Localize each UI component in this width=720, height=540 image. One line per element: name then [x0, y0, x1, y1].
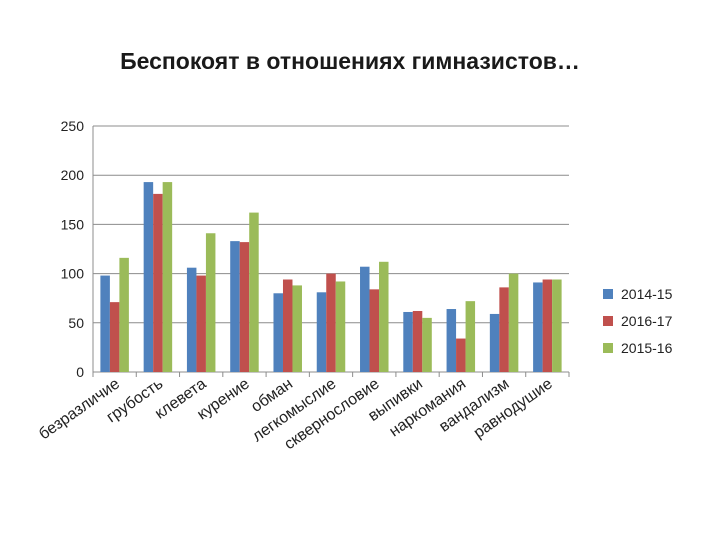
bar [273, 293, 283, 372]
chart-title: Беспокоят в отношениях гимназистов… [120, 48, 580, 74]
legend-label: 2016-17 [621, 312, 673, 329]
bar [508, 273, 519, 372]
legend-label: 2015-16 [621, 339, 673, 356]
bar [282, 279, 293, 372]
bar [119, 257, 129, 372]
bar [143, 182, 154, 372]
legend-swatch [603, 288, 613, 299]
bar [230, 241, 240, 372]
legend-item: 2014-15 [603, 280, 672, 307]
bar [489, 313, 500, 372]
bar [403, 311, 413, 372]
bar [422, 317, 432, 372]
y-tick-label: 100 [61, 266, 85, 282]
bar [249, 212, 259, 372]
bar [186, 267, 197, 372]
legend-label: 2014-15 [621, 285, 673, 302]
bar [162, 182, 173, 372]
bar [100, 275, 110, 372]
y-tick-label: 200 [61, 167, 85, 183]
bar [412, 310, 423, 372]
bar [109, 302, 120, 372]
bar [360, 266, 370, 372]
legend-swatch [603, 342, 613, 353]
bar [542, 279, 553, 372]
y-tick-label: 50 [68, 315, 84, 331]
bar [326, 273, 336, 372]
bar [552, 279, 562, 372]
bar [292, 285, 302, 372]
legend-item: 2015-16 [603, 334, 672, 361]
bar [196, 275, 206, 372]
bar [369, 289, 380, 372]
bar [153, 193, 163, 372]
bar [446, 309, 457, 372]
legend-item: 2016-17 [603, 307, 672, 334]
bar [239, 242, 250, 372]
bar [335, 281, 346, 372]
bar [465, 301, 476, 372]
bar [379, 261, 389, 372]
y-tick-label: 150 [61, 216, 85, 232]
bar [533, 282, 543, 372]
legend: 2014-15 2016-17 2015-16 [603, 280, 672, 361]
bar [456, 338, 466, 372]
bar [499, 287, 509, 372]
bar [316, 292, 327, 372]
y-tick-label: 0 [76, 364, 84, 380]
bar [205, 233, 216, 372]
legend-swatch [603, 315, 613, 326]
y-tick-label: 250 [61, 118, 85, 134]
